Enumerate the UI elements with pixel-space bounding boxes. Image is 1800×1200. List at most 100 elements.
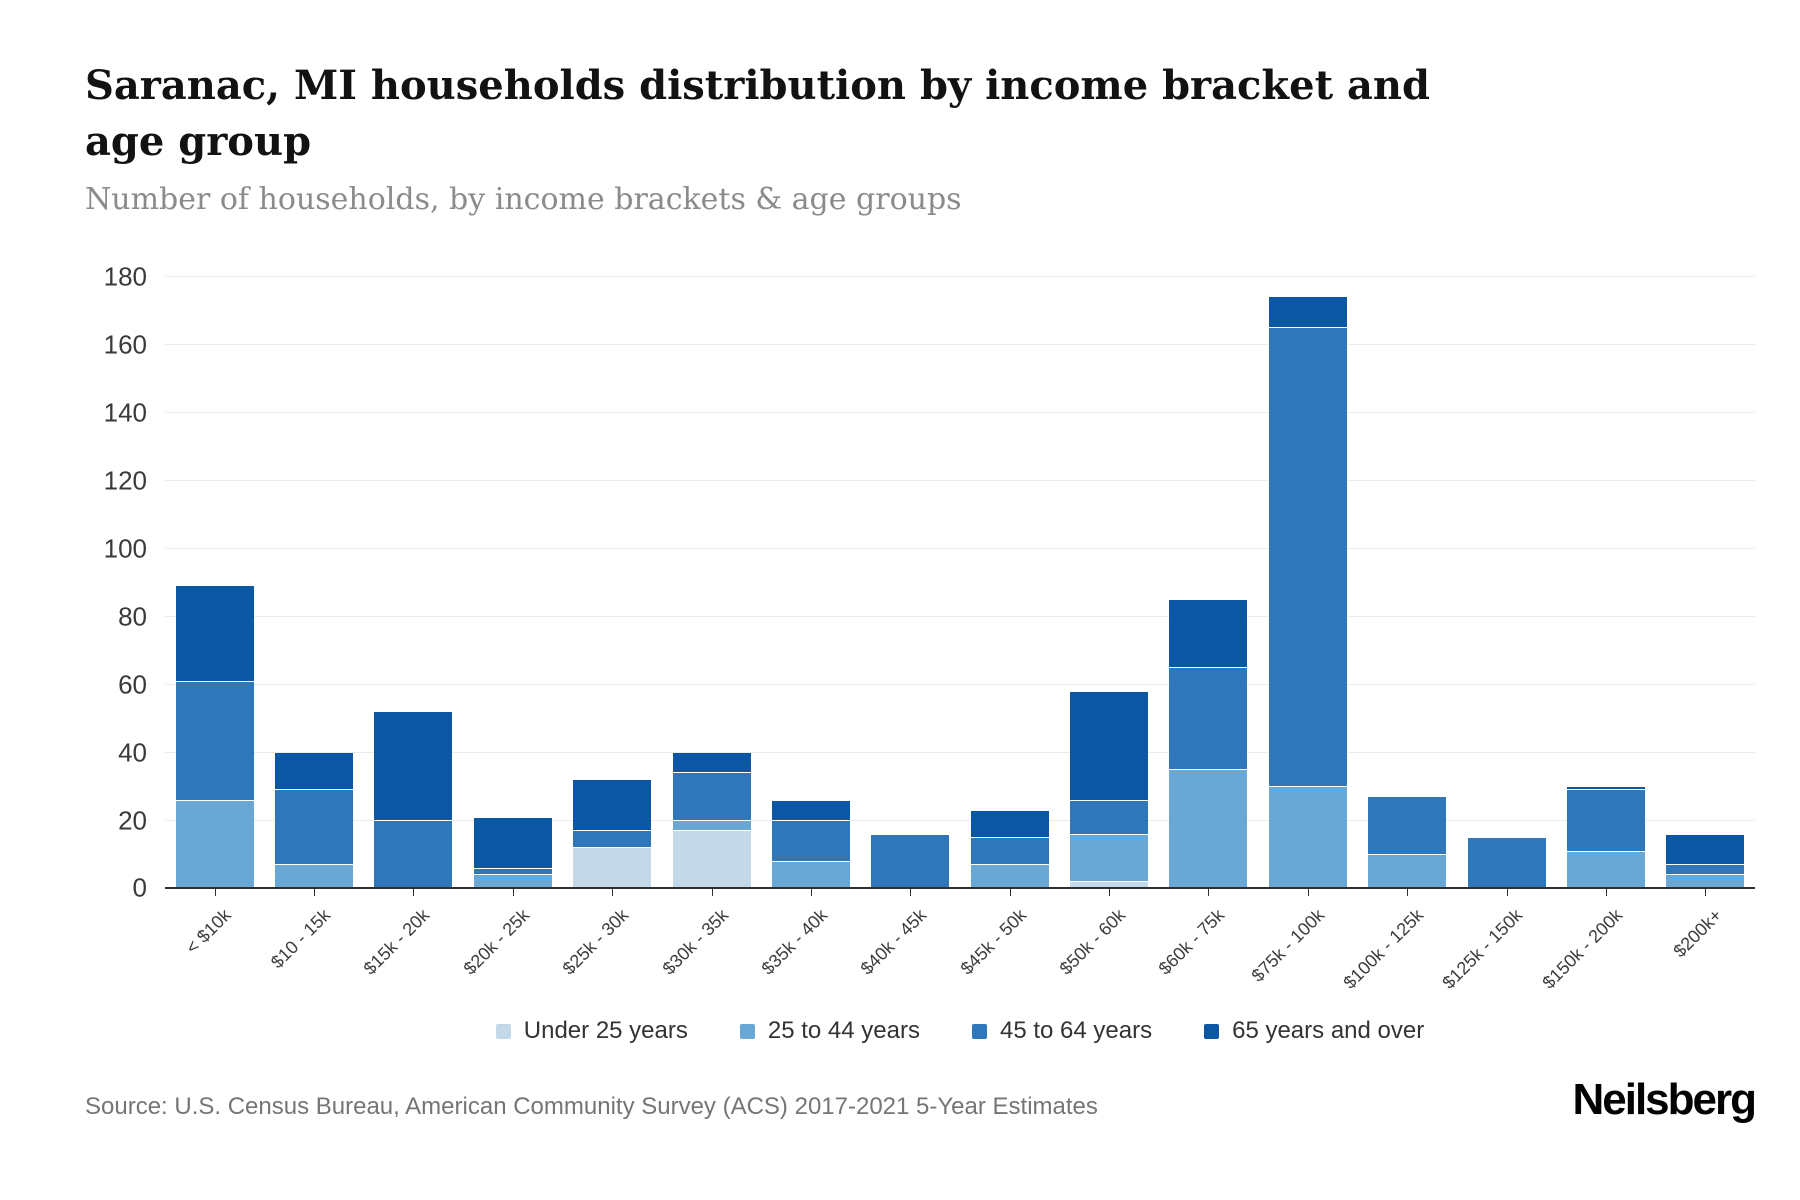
bar: $30k - 35k [658, 277, 751, 979]
x-axis-line: 0 [133, 873, 1755, 903]
bar-segment [175, 586, 254, 682]
bar-segment [1566, 790, 1645, 852]
bar-stack [374, 277, 453, 889]
x-axis-tick [314, 889, 316, 896]
x-axis-label: < $10k [182, 905, 235, 958]
x-axis-label: $30k - 35k [658, 905, 732, 979]
y-axis-label: 40 [118, 737, 147, 768]
legend-item: 65 years and over [1204, 1017, 1424, 1045]
bar-segment [1566, 787, 1645, 791]
y-axis-label: 160 [103, 329, 147, 360]
y-axis-label: 180 [103, 261, 147, 291]
bar: $35k - 40k [757, 277, 850, 979]
x-axis-tick [1307, 889, 1309, 896]
bar-stack [473, 277, 552, 889]
bar: $45k - 50k [956, 277, 1049, 979]
chart-title: Saranac, MI households distribution by i… [85, 62, 1430, 165]
x-axis-label: $75k - 100k [1247, 905, 1328, 986]
bar-segment [1169, 770, 1248, 889]
bar: $75k - 100k [1247, 277, 1347, 986]
bar-segment [573, 848, 652, 889]
bar-segment [473, 868, 552, 876]
bar-segment [473, 875, 552, 889]
bar: $60k - 75k [1155, 277, 1248, 979]
x-axis-tick [810, 889, 812, 896]
legend-label: 45 to 64 years [999, 1017, 1153, 1044]
bar-segment [1268, 328, 1347, 787]
bars: < $10k $10 - 15k $15k - 20k $20k - 25k $25k … [165, 277, 1755, 993]
bar-segment [1169, 600, 1248, 668]
bar: $150k - 200k [1538, 277, 1645, 993]
bar-segment [1467, 838, 1546, 889]
x-axis-label: $35k - 40k [757, 905, 832, 979]
y-axis-label: 0 [132, 872, 147, 903]
x-axis-label: $100k - 125k [1339, 905, 1428, 993]
brand-logo: Neilsberg [1572, 1075, 1757, 1124]
legend-item: 25 to 44 years [739, 1017, 920, 1045]
bar-segment [1070, 691, 1149, 801]
y-axis-label: 60 [118, 669, 147, 699]
bar-stack [1467, 277, 1546, 889]
y-axis-label: 20 [118, 805, 147, 836]
x-axis-tick [1109, 889, 1111, 896]
bar-segment [1666, 865, 1745, 876]
bar-stack [1070, 277, 1149, 889]
x-axis-tick [512, 889, 514, 896]
x-axis-label: $60k - 75k [1154, 905, 1229, 979]
bar-segment [771, 800, 850, 822]
legend-swatch [1204, 1023, 1220, 1039]
bar-segment [1070, 882, 1149, 889]
bar: < $10k [175, 277, 254, 958]
y-axis-label: 100 [103, 533, 147, 563]
bar-stack [1368, 277, 1447, 889]
bar-segment [175, 800, 254, 889]
bar-stack [871, 277, 950, 889]
bar-segment [672, 773, 751, 822]
bar: $20k - 25k [459, 277, 552, 979]
gridline: 140 [104, 397, 1755, 427]
gridline: 20 [118, 805, 1755, 835]
legend-swatch [495, 1023, 511, 1039]
bar: $25k - 30k [559, 277, 652, 979]
gridline: 80 [118, 601, 1755, 631]
x-axis-label: $200k+ [1669, 905, 1726, 962]
y-axis-label: 80 [118, 601, 147, 632]
legend-label: 65 years and over [1232, 1017, 1425, 1044]
bar-segment [771, 861, 850, 889]
x-axis-tick [413, 889, 415, 896]
bar-segment [672, 821, 751, 832]
gridline: 40 [118, 737, 1755, 767]
bar-segment [771, 821, 850, 862]
legend-swatch [971, 1023, 987, 1039]
x-axis-label: $20k - 25k [459, 905, 533, 979]
x-axis-tick [711, 889, 713, 896]
y-axis-label: 140 [103, 397, 147, 427]
x-axis-tick [910, 889, 912, 896]
bar-segment [1070, 834, 1149, 883]
x-axis-label: $25k - 30k [558, 905, 633, 979]
bar-segment [1368, 855, 1447, 889]
bar-segment [970, 810, 1049, 839]
x-axis-tick [612, 889, 614, 896]
x-axis-tick [1009, 889, 1011, 896]
bar-segment [1169, 668, 1248, 770]
bar-segment [970, 865, 1049, 889]
gridline: 120 [104, 465, 1755, 495]
bar-segment [970, 838, 1049, 866]
bar-segment [1070, 800, 1149, 835]
bar-stack [1268, 277, 1347, 889]
x-axis-label: $15k - 20k [359, 905, 434, 979]
x-axis-label: $125k - 150k [1438, 905, 1527, 993]
bar-segment [374, 712, 453, 822]
bar-stack [275, 277, 354, 889]
bar-segment [1666, 834, 1745, 866]
bar-segment [1368, 797, 1447, 856]
bar-segment [175, 681, 254, 801]
bar-stack [573, 277, 652, 889]
gridline: 100 [104, 533, 1755, 563]
legend-swatch [739, 1023, 755, 1039]
bar-stack [1169, 277, 1248, 889]
bar-segment [275, 790, 354, 866]
chart-subtitle: Number of households, by income brackets… [85, 182, 962, 217]
